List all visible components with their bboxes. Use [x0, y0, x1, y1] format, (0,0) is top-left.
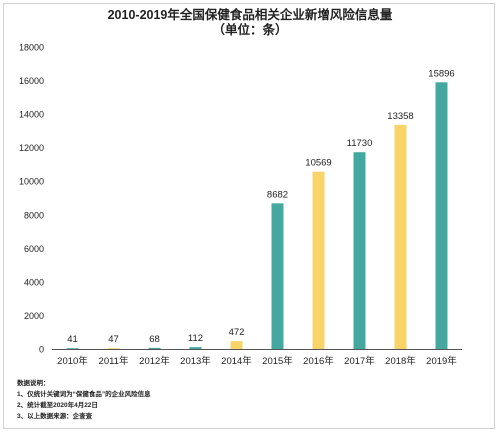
data-notes: 数据说明： 1、仅统计关键词为“保健食品”的企业风险信息 2、统计截至2020年… [17, 378, 151, 422]
x-tick-label: 2019年 [426, 355, 457, 367]
x-axis-ticks: 2010年 2011年 2012年 2013年 2014年 2015年 2016年 2017年… [57, 355, 457, 367]
data-label: 47 [108, 334, 119, 345]
x-tick-label: 2017年 [344, 355, 375, 367]
y-tick-label: 2000 [24, 311, 44, 321]
bar [353, 152, 366, 349]
bar [312, 171, 325, 349]
value-labels: 41 47 68 112 472 8682 10569 11730 13358 15896 [67, 68, 455, 345]
bar [271, 203, 284, 349]
bar [189, 347, 202, 349]
notes-header: 数据说明： [17, 380, 50, 387]
y-tick-label: 0 [39, 345, 44, 355]
x-tick-label: 2012年 [139, 355, 170, 367]
x-tick-label: 2010年 [57, 355, 88, 367]
x-tick-label: 2018年 [385, 355, 416, 367]
y-tick-label: 14000 [19, 110, 44, 120]
data-label: 68 [149, 334, 160, 345]
data-label: 11730 [347, 138, 373, 149]
data-label: 8682 [267, 189, 288, 200]
chart-subtitle: （单位：条） [212, 23, 288, 37]
y-tick-label: 12000 [19, 143, 44, 153]
y-tick-label: 4000 [24, 277, 44, 287]
bar [435, 82, 448, 349]
data-label: 10569 [305, 158, 331, 169]
bar [66, 348, 79, 349]
notes-line-2: 2、统计截至2020年4月22日 [17, 402, 98, 409]
data-label: 472 [229, 327, 245, 338]
x-tick-label: 2013年 [180, 355, 211, 367]
data-label: 41 [67, 334, 78, 345]
x-tick-label: 2016年 [303, 355, 334, 367]
data-label: 112 [188, 333, 203, 344]
y-tick-label: 8000 [24, 210, 44, 220]
data-label: 15896 [428, 68, 454, 79]
notes-line-1: 1、仅统计关键词为“保健食品”的企业风险信息 [17, 391, 151, 398]
data-label: 13358 [387, 111, 413, 122]
x-tick-label: 2014年 [221, 355, 252, 367]
x-tick-label: 2011年 [99, 355, 129, 367]
y-tick-label: 10000 [19, 177, 44, 187]
bars [66, 82, 448, 349]
notes-line-3: 3、以上数据来源：企查查 [17, 413, 93, 420]
bar [230, 341, 243, 349]
chart-title: 2010-2019年全国保健食品相关企业新增风险信息量 [107, 8, 393, 22]
chart-frame [3, 3, 495, 429]
bar [148, 347, 161, 349]
y-tick-label: 6000 [24, 244, 44, 254]
x-tick-label: 2015年 [262, 355, 293, 367]
y-tick-label: 16000 [19, 76, 44, 86]
y-tick-label: 18000 [19, 43, 44, 53]
y-axis-ticks: 0 2000 4000 6000 8000 10000 12000 14000 16000 180… [19, 43, 44, 355]
bar [394, 124, 407, 349]
bar [107, 348, 120, 349]
